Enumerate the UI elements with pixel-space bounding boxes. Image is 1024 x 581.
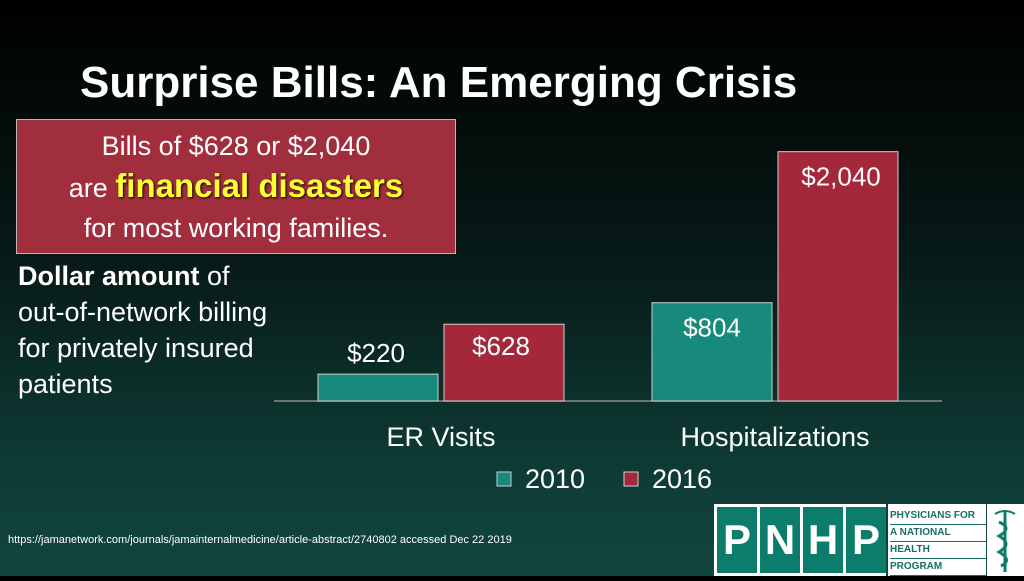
- legend-swatch-2016: [623, 471, 639, 487]
- logo-mark: P N H P: [714, 504, 886, 576]
- callout-line-1: Bills of $628 or $2,040: [101, 131, 371, 161]
- legend-label-2010: 2010: [525, 464, 585, 494]
- logo-word-4: PROGRAM: [890, 559, 986, 576]
- logo-word-2: A NATIONAL: [890, 525, 986, 542]
- data-label-er-visits-2010: $220: [347, 338, 405, 368]
- logo-letter-p: P: [717, 507, 757, 573]
- bar-er-visits-2010: [317, 373, 439, 402]
- source-citation: https://jamanetwork.com/journals/jamaint…: [8, 534, 512, 546]
- data-label-hospitalizations-2010: $804: [683, 313, 741, 343]
- description-rest: of out-of-network billing for privately …: [18, 261, 268, 399]
- legend-label-2016: 2016: [652, 464, 712, 494]
- callout-line-2: are financial disasters: [17, 166, 455, 208]
- pnhp-logo: P N H P PHYSICIANS FOR A NATIONAL HEALTH…: [714, 504, 1024, 576]
- slide-title: Surprise Bills: An Emerging Crisis: [80, 58, 798, 107]
- data-label-hospitalizations-2016: $2,040: [801, 162, 881, 192]
- logo-word-3: HEALTH: [890, 542, 986, 559]
- logo-letter-n: N: [760, 507, 800, 573]
- chart-description: Dollar amount of out-of-network billing …: [18, 258, 268, 402]
- description-bold: Dollar amount: [18, 261, 200, 291]
- bar-er-visits-2016: [443, 323, 565, 402]
- legend-swatch-2010: [496, 471, 512, 487]
- bar-hospitalizations-2016: [777, 151, 899, 402]
- logo-letter-h: H: [803, 507, 843, 573]
- callout-prefix: are: [68, 173, 108, 203]
- x-tick-label-hospitalizations: Hospitalizations: [680, 422, 869, 452]
- logo-letter-p2: P: [846, 507, 886, 573]
- callout-highlight: financial disasters: [115, 167, 404, 204]
- callout-box: Bills of $628 or $2,040 are financial di…: [16, 119, 456, 254]
- bar-hospitalizations-2010: [651, 302, 773, 402]
- caduceus-icon: [987, 504, 1024, 576]
- x-tick-label-er-visits: ER Visits: [386, 422, 495, 452]
- callout-line-3: for most working families.: [83, 213, 389, 243]
- logo-wordmark: PHYSICIANS FOR A NATIONAL HEALTH PROGRAM: [888, 504, 986, 576]
- logo-word-1: PHYSICIANS FOR: [890, 508, 986, 525]
- data-label-er-visits-2016: $628: [472, 331, 530, 361]
